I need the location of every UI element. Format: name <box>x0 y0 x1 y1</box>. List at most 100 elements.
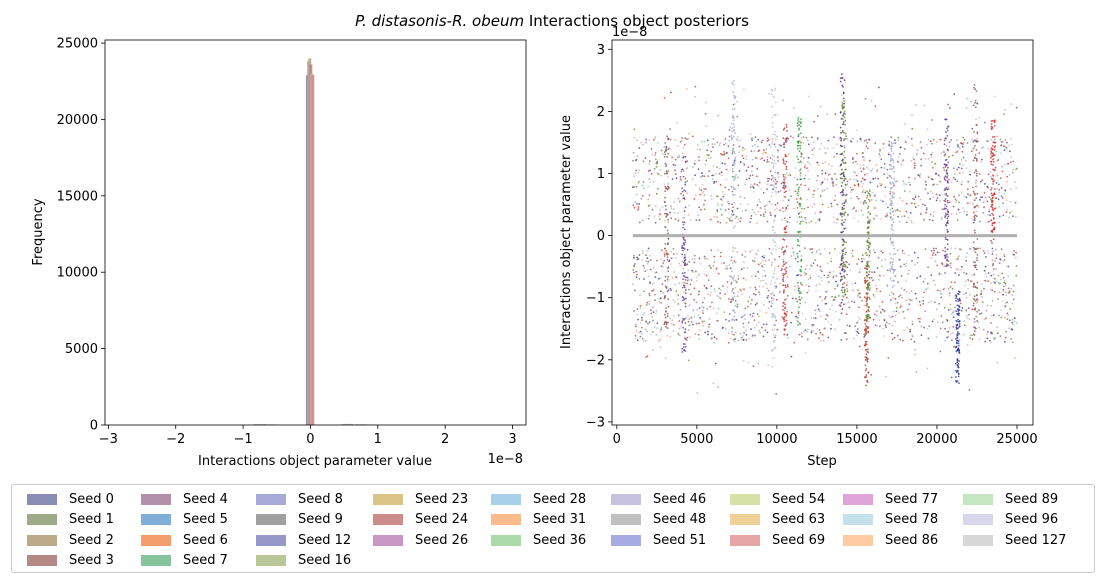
trace-point <box>734 286 737 289</box>
trace-point <box>745 158 748 161</box>
trace-point <box>767 289 770 292</box>
trace-point <box>773 185 775 188</box>
trace-point <box>683 170 685 172</box>
trace-point <box>864 369 867 372</box>
trace-point <box>1010 338 1012 340</box>
trace-point <box>846 324 849 327</box>
trace-point <box>865 332 868 335</box>
trace-point <box>839 251 841 254</box>
trace-point <box>810 136 813 139</box>
trace-point <box>862 183 864 185</box>
trace-point <box>700 175 702 178</box>
trace-point <box>712 307 715 310</box>
trace-point <box>647 198 650 201</box>
trace-point <box>735 318 738 321</box>
trace-point <box>841 190 844 193</box>
legend-label: Seed 54 <box>772 491 826 507</box>
trace-point <box>874 207 876 209</box>
trace-point <box>667 170 670 173</box>
trace-point <box>728 135 731 138</box>
trace-point <box>785 219 788 222</box>
trace-point <box>867 310 870 312</box>
trace-point <box>910 159 913 162</box>
trace-point <box>636 273 638 276</box>
trace-point <box>943 139 946 142</box>
trace-point <box>711 333 713 335</box>
trace-point <box>698 338 700 340</box>
trace-point <box>660 328 662 331</box>
trace-point <box>719 289 722 291</box>
trace-point <box>871 168 874 171</box>
trace-point <box>785 141 787 143</box>
trace-point <box>715 268 718 270</box>
trace-point <box>708 318 711 320</box>
trace-point <box>1008 173 1011 176</box>
trace-point <box>750 170 753 173</box>
trace-point <box>859 268 861 271</box>
trace-point <box>754 156 757 159</box>
trace-point <box>750 302 752 305</box>
trace-point <box>733 188 735 191</box>
trace-point <box>640 316 643 319</box>
trace-point <box>675 173 677 176</box>
legend-label: Seed 23 <box>415 491 469 507</box>
trace-point <box>846 137 849 140</box>
trace-point <box>961 143 964 146</box>
trace-point <box>739 139 742 142</box>
trace-point <box>982 250 985 252</box>
trace-point <box>844 137 847 140</box>
trace-point <box>845 251 847 254</box>
trace-point <box>786 334 789 336</box>
legend-label: Seed 96 <box>1005 512 1059 527</box>
trace-point <box>725 221 728 224</box>
trace-point <box>927 138 930 141</box>
trace-point <box>642 339 645 342</box>
trace-point <box>728 202 730 205</box>
trace-point <box>950 213 953 216</box>
trace-point <box>741 254 744 256</box>
trace-point <box>797 133 800 136</box>
trace-point <box>751 165 754 168</box>
trace-point <box>867 168 870 171</box>
histogram-y-tick-label: 5000 <box>65 342 98 357</box>
trace-point <box>992 153 995 155</box>
trace-point <box>846 180 849 183</box>
trace-point <box>771 203 773 206</box>
trace-point <box>988 220 990 223</box>
trace-point <box>824 296 827 298</box>
trace-point <box>842 118 844 120</box>
trace-point <box>919 275 922 278</box>
trace-point <box>702 324 704 327</box>
trace-point <box>933 249 935 252</box>
trace-point <box>659 330 662 333</box>
trace-point <box>719 292 722 295</box>
trace-point <box>771 291 774 294</box>
trace-point <box>686 263 689 266</box>
trace-point <box>684 137 687 140</box>
trace-point <box>978 309 980 311</box>
trace-point <box>695 219 698 222</box>
trace-point <box>992 158 994 161</box>
trace-point <box>798 150 801 153</box>
trace-point <box>859 164 862 167</box>
trace-point <box>956 335 958 337</box>
trace-point <box>739 195 742 198</box>
trace-point <box>889 176 892 179</box>
trace-point <box>844 113 846 115</box>
trace-point <box>875 314 878 317</box>
trace-point <box>765 282 768 285</box>
trace-point <box>782 291 785 294</box>
trace-point <box>798 161 800 164</box>
trace-point <box>760 188 763 190</box>
trace-point <box>773 232 776 234</box>
trace-point <box>1010 156 1012 158</box>
trace-point <box>798 333 801 336</box>
trace-point <box>645 138 647 141</box>
trace-point <box>1006 265 1009 268</box>
trace-point <box>905 210 908 213</box>
trace-point <box>991 196 994 199</box>
trace-point <box>784 139 787 142</box>
trace-point <box>728 298 730 300</box>
trace-point <box>774 281 777 284</box>
trace-point <box>920 334 923 336</box>
